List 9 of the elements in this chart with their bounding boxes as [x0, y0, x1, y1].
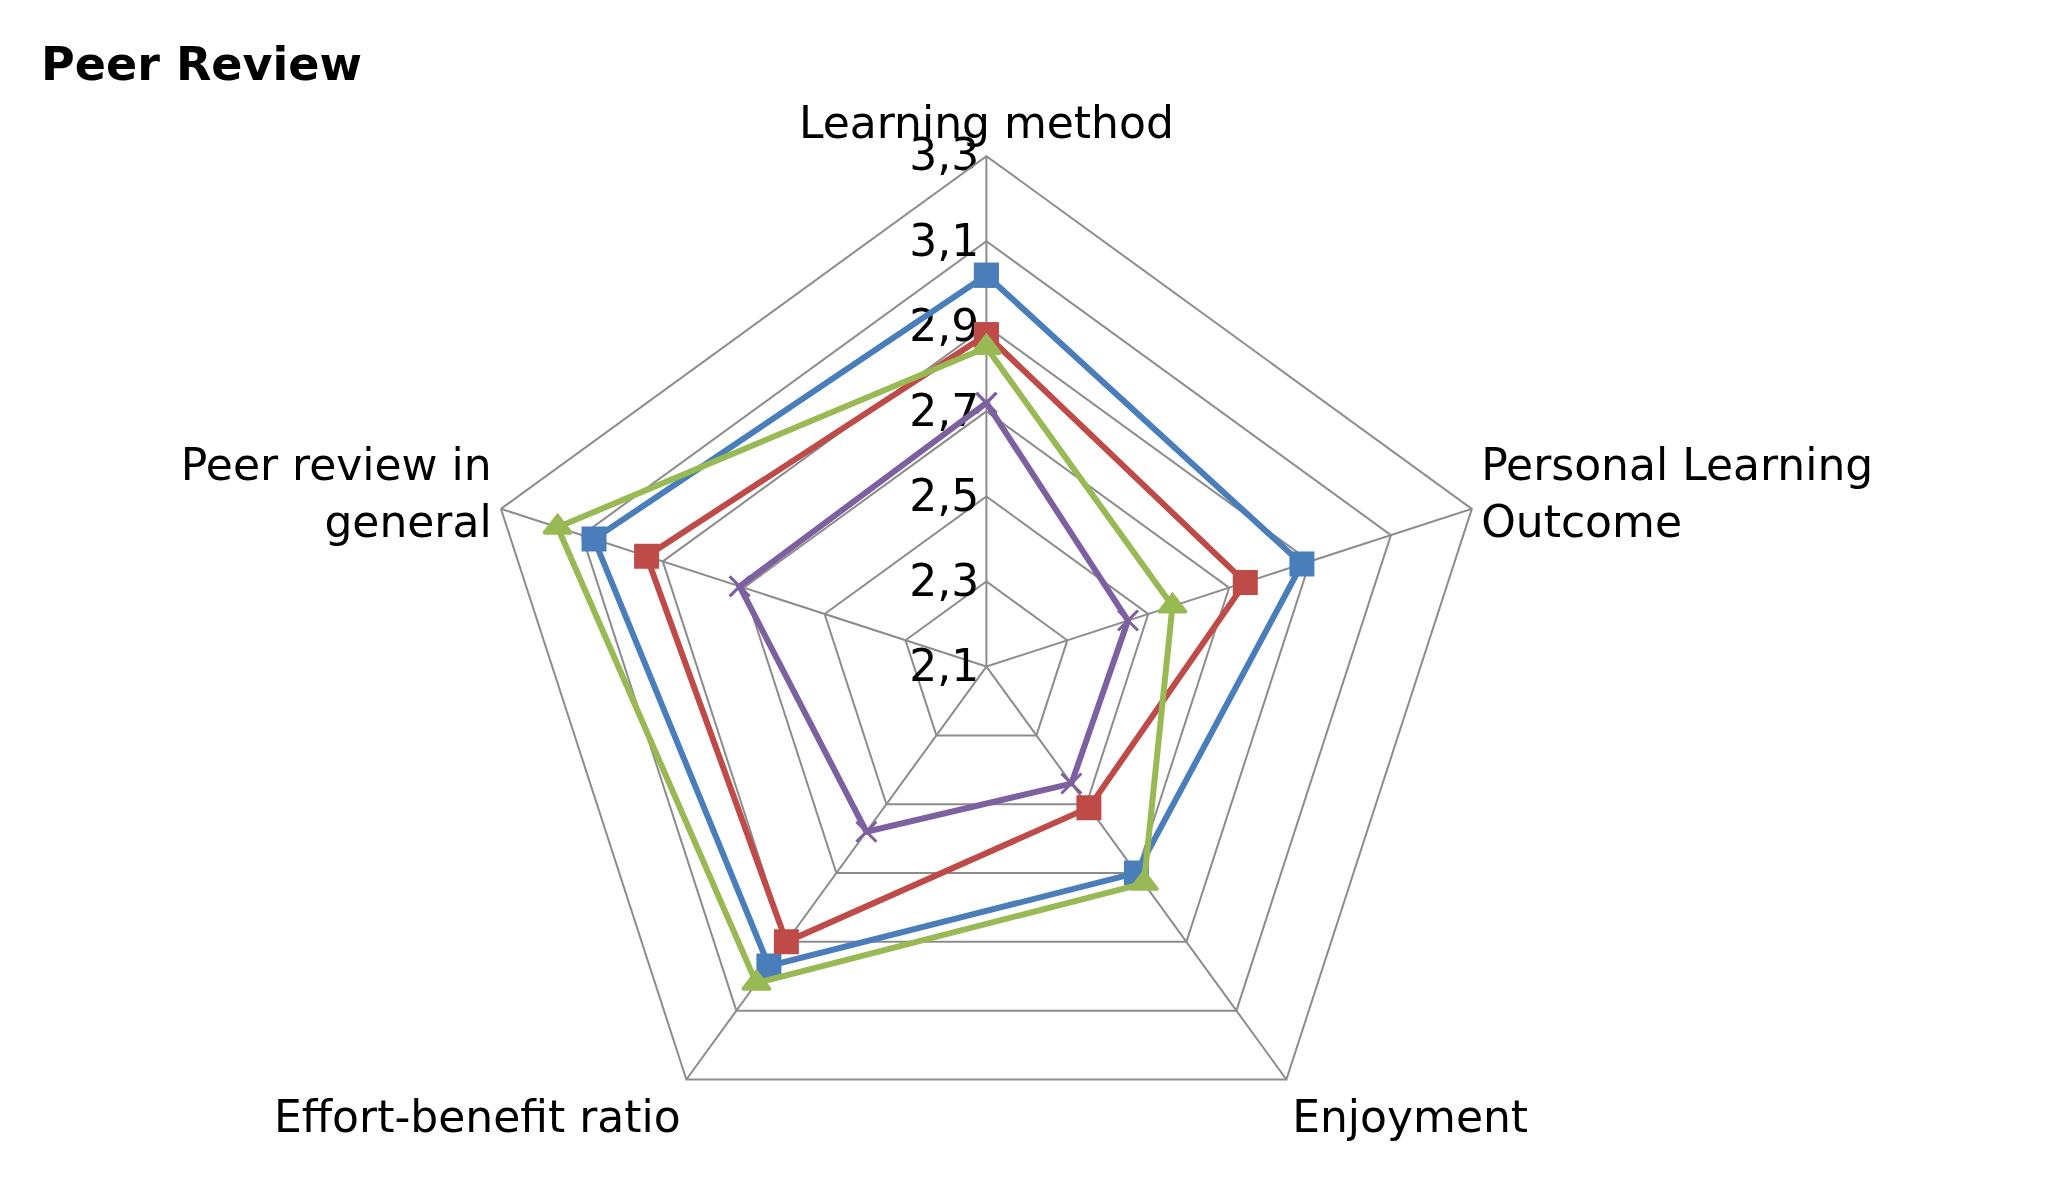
y-tick-label: 2,3 [909, 554, 980, 606]
spoke-label: Enjoyment [1292, 1091, 1529, 1143]
spoke-label: Effort-benefit ratio [273, 1091, 681, 1143]
y-tick-label: 3,1 [909, 214, 980, 266]
y-tick-label: 2,1 [909, 639, 980, 691]
spoke-label: Peer review in general [180, 439, 492, 548]
y-tick-label: 2,5 [909, 469, 980, 521]
spoke-label: Personal Learning Outcome [1481, 439, 1874, 548]
chart-title: Peer Review [41, 37, 362, 92]
